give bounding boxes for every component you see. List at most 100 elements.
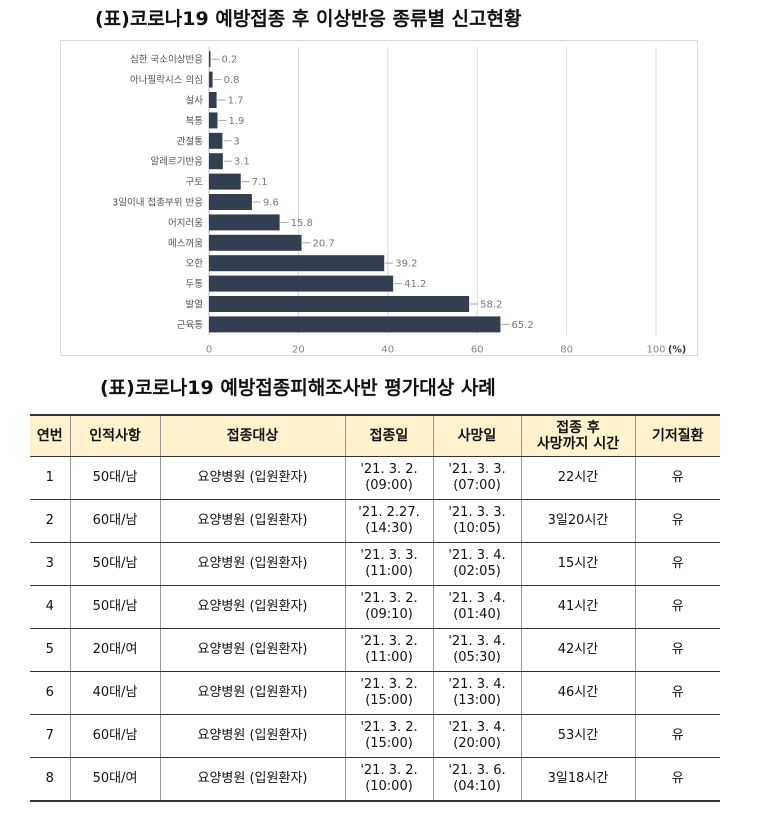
table-cell: 7: [30, 714, 71, 758]
table-cell: '21. 3. 2. (09:00): [344, 456, 434, 500]
table-row: 4 50대/남 요양병원 (입원환자) '21. 3. 2. (09:10) '21. 3…: [30, 585, 720, 629]
table-row: 7 60대/남 요양병원 (입원환자) '21. 3. 2. (15:00) '21. 3…: [30, 714, 720, 758]
table-header-cell: 연번: [30, 414, 71, 457]
table-cell: 3일20시간: [520, 499, 636, 543]
table-row: 3 50대/남 요양병원 (입원환자) '21. 3. 3. (11:00) '21. 3…: [30, 542, 720, 586]
chart-title: (표)코로나19 예방접종 후 이상반응 종류별 신고현황: [95, 8, 522, 30]
table-cell: 60대/남: [69, 499, 161, 543]
bar: [209, 92, 217, 108]
table-cell: '21. 3. 2. (10:00): [344, 757, 434, 802]
table-cell: 요양병원 (입원환자): [159, 499, 346, 543]
bar: [209, 316, 501, 333]
table-row: 5 20대/여 요양병원 (입원환자) '21. 3. 2. (11:00) '21. 3…: [30, 628, 720, 672]
bar: [209, 173, 241, 190]
table-cell: 유: [634, 456, 720, 500]
table-cell: 41시간: [520, 585, 636, 629]
category-label: 메스꺼움: [168, 238, 203, 249]
table-header-cell: 접종대상: [159, 414, 346, 457]
table-header-row: 연번 인적사항 접종대상 접종일 사망일 접종 후 사망까지 시간 기저질환: [30, 414, 720, 457]
table-row: 8 50대/여 요양병원 (입원환자) '21. 3. 2. (10:00) '21. 3…: [30, 757, 720, 802]
table-row: 1 50대/남 요양병원 (입원환자) '21. 3. 2. (09:00) '21. 3…: [30, 456, 720, 500]
table-cell: 1: [30, 456, 71, 500]
table-cell: '21. 3. 4. (20:00): [432, 714, 522, 758]
data-label: 20.7: [313, 238, 335, 249]
bar: [209, 71, 213, 88]
table-cell: 42시간: [520, 628, 636, 672]
table-cell: 3: [30, 542, 71, 586]
table-cell: 50대/남: [69, 456, 161, 500]
table-cell: 유: [634, 628, 720, 672]
tick-label: 20: [292, 345, 305, 356]
table-cell: 53시간: [520, 714, 636, 758]
bar: [209, 255, 385, 272]
table-cell: 요양병원 (입원환자): [159, 714, 346, 758]
table-cell: 50대/여: [69, 757, 161, 802]
table-cell: 40대/남: [69, 671, 161, 715]
table-cell: 유: [634, 499, 720, 543]
table-cell: 22시간: [520, 456, 636, 500]
bar: [209, 51, 211, 68]
category-label: 어지러움: [168, 218, 203, 229]
data-label: 41.2: [404, 279, 426, 290]
table-cell: '21. 3. 4. (13:00): [432, 671, 522, 715]
x-unit-label: (%): [668, 345, 686, 356]
category-label: 오한: [186, 259, 204, 270]
tick-label: 80: [560, 345, 573, 356]
category-label: 아나필락시스 의심: [130, 74, 203, 86]
cases-table: 연번 인적사항 접종대상 접종일 사망일 접종 후 사망까지 시간 기저질환 1 50대/남 요양…: [30, 414, 720, 802]
data-label: 9.6: [263, 198, 279, 209]
table-header-cell: 인적사항: [69, 414, 161, 457]
table-cell: 유: [634, 671, 720, 715]
data-label: 65.2: [511, 320, 533, 331]
bar: [209, 194, 252, 210]
table-cell: 15시간: [520, 542, 636, 586]
table-cell: 46시간: [520, 671, 636, 715]
table-cell: 요양병원 (입원환자): [159, 628, 346, 672]
data-label: 1.9: [228, 116, 244, 127]
tick-label: 100: [646, 345, 665, 356]
table-cell: 50대/남: [69, 542, 161, 586]
category-label: 발열: [186, 300, 203, 311]
table-header-cell: 접종 후 사망까지 시간: [520, 414, 636, 457]
table-cell: 20대/여: [69, 628, 161, 672]
data-label: 3.1: [234, 157, 250, 168]
category-label: 두통: [186, 279, 204, 290]
table-cell: '21. 3. 2. (15:00): [344, 714, 434, 758]
table-cell: 8: [30, 757, 71, 802]
tick-label: 40: [381, 345, 394, 356]
table-cell: 유: [634, 585, 720, 629]
data-label: 15.8: [291, 218, 313, 229]
table-cell: 유: [634, 757, 720, 802]
data-label: 39.2: [395, 259, 417, 270]
bar: [209, 112, 218, 129]
table-cell: '21. 3 .4. (01:40): [432, 585, 522, 629]
table-cell: 유: [634, 542, 720, 586]
table-cell: '21. 3. 3. (07:00): [432, 456, 522, 500]
table-cell: 요양병원 (입원환자): [159, 542, 346, 586]
table-header-cell: 접종일: [344, 414, 434, 457]
data-label: 58.2: [480, 300, 502, 311]
table-cell: '21. 3. 2. (11:00): [344, 628, 434, 672]
table-cell: 요양병원 (입원환자): [159, 671, 346, 715]
bar-chart-svg: 심한 국소이상반응 0.2 아나필락시스 의심 0.8 설사 1.7 복통 1.9 관절통 3 알레…: [112, 47, 686, 356]
table-cell: '21. 3. 4. (02:05): [432, 542, 522, 586]
table-cell: '21. 3. 2. (15:00): [344, 671, 434, 715]
data-label: 0.2: [222, 55, 238, 66]
category-label: 3일이내 접종부위 반응: [112, 197, 203, 209]
tick-label: 60: [471, 345, 484, 356]
table-cell: '21. 3. 3. (10:05): [432, 499, 522, 543]
table-cell: 요양병원 (입원환자): [159, 585, 346, 629]
table-header-cell: 사망일: [432, 414, 522, 457]
table-row: 6 40대/남 요양병원 (입원환자) '21. 3. 2. (15:00) '21. 3…: [30, 671, 720, 715]
table-header-cell: 기저질환: [634, 414, 720, 457]
data-label: 3: [233, 136, 239, 147]
table-cell: 유: [634, 714, 720, 758]
table-row: 2 60대/남 요양병원 (입원환자) '21. 2.27. (14:30) '21. 3…: [30, 499, 720, 543]
category-label: 복통: [186, 116, 204, 127]
table-cell: 요양병원 (입원환자): [159, 757, 346, 802]
bar-chart: 심한 국소이상반응 0.2 아나필락시스 의심 0.8 설사 1.7 복통 1.9 관절통 3 알레…: [60, 40, 698, 356]
table-cell: '21. 3. 6. (04:10): [432, 757, 522, 802]
category-label: 관절통: [177, 135, 203, 147]
bar: [209, 132, 223, 149]
table-cell: 60대/남: [69, 714, 161, 758]
